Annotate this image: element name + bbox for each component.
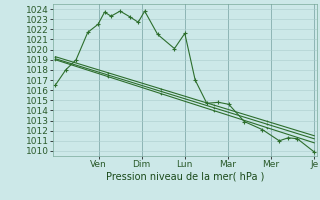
X-axis label: Pression niveau de la mer( hPa ): Pression niveau de la mer( hPa ) — [106, 172, 264, 182]
